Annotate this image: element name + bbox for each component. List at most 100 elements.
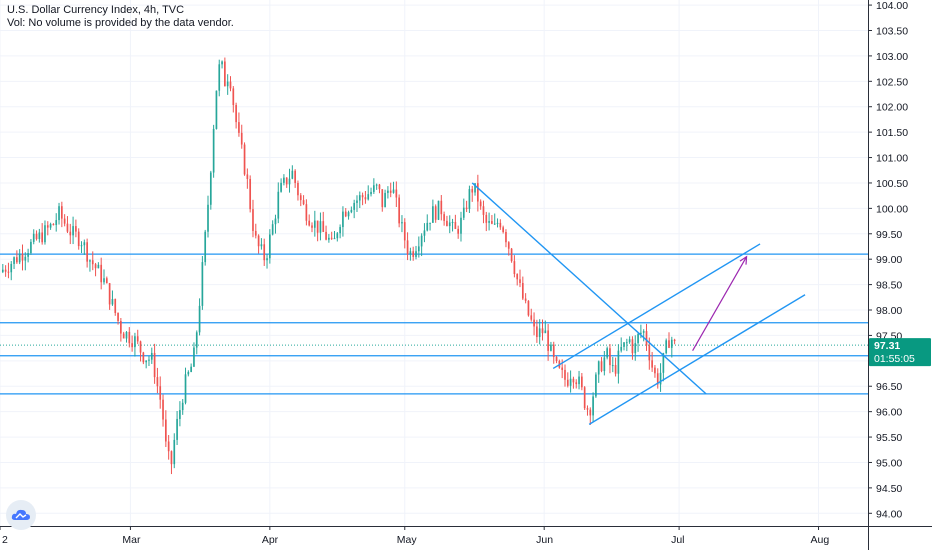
candle-body bbox=[209, 172, 212, 205]
candle-body bbox=[46, 225, 49, 228]
candle-body bbox=[49, 224, 52, 228]
candle-body bbox=[181, 402, 184, 411]
candle-body bbox=[569, 378, 572, 386]
candle-body bbox=[634, 343, 637, 354]
candle-body bbox=[536, 326, 538, 338]
candle-body bbox=[283, 177, 285, 183]
candle-body bbox=[240, 132, 243, 145]
candle-body bbox=[521, 282, 524, 299]
candle-body bbox=[491, 221, 493, 224]
candle-body bbox=[193, 347, 195, 367]
candle-body bbox=[361, 195, 364, 198]
candle-body bbox=[69, 231, 72, 236]
y-tick-label: 95.00 bbox=[876, 457, 902, 469]
candle-body bbox=[530, 315, 533, 320]
candle-body bbox=[80, 245, 83, 247]
candle-body bbox=[642, 331, 645, 333]
candle-body bbox=[114, 299, 117, 313]
candle-body bbox=[519, 279, 521, 283]
candle-body bbox=[167, 441, 170, 452]
candle-body bbox=[339, 227, 341, 234]
y-tick-label: 99.50 bbox=[876, 229, 902, 241]
candle-body bbox=[654, 367, 656, 374]
candle-body bbox=[105, 278, 108, 284]
candle-body bbox=[645, 331, 648, 346]
candle-body bbox=[173, 439, 176, 465]
candle-body bbox=[254, 230, 257, 236]
cloud-icon[interactable] bbox=[6, 500, 36, 530]
candle-body bbox=[44, 225, 46, 243]
x-tick-label: Mar bbox=[122, 534, 141, 546]
candle-body bbox=[583, 387, 586, 409]
candle-body bbox=[297, 182, 299, 196]
candle-body bbox=[299, 195, 302, 201]
candle-body bbox=[628, 339, 631, 343]
candle-body bbox=[485, 214, 488, 223]
trendline bbox=[552, 243, 761, 370]
candle-body bbox=[89, 260, 91, 262]
candle-body bbox=[221, 61, 223, 65]
candle-body bbox=[263, 244, 266, 261]
candle-body bbox=[403, 222, 406, 241]
candle-body bbox=[465, 207, 468, 210]
candle-body bbox=[302, 200, 305, 205]
projection-arrow-head bbox=[739, 255, 748, 265]
candle-body bbox=[7, 271, 10, 273]
candle-body bbox=[505, 232, 507, 243]
candle-body bbox=[325, 231, 327, 240]
candle-body bbox=[482, 206, 485, 215]
candle-body bbox=[333, 238, 336, 240]
candle-body bbox=[285, 177, 288, 185]
candle-body bbox=[617, 350, 620, 374]
price-label-box bbox=[869, 338, 931, 367]
candle-body bbox=[670, 339, 673, 348]
candle-body bbox=[552, 344, 555, 358]
candle-body bbox=[606, 348, 608, 358]
grid bbox=[0, 0, 868, 526]
candle-body bbox=[440, 200, 443, 215]
candle-body bbox=[294, 170, 296, 183]
candle-body bbox=[252, 209, 254, 231]
candle-body bbox=[66, 223, 69, 232]
candle-body bbox=[108, 283, 111, 305]
candle-body bbox=[507, 242, 510, 249]
candle-body bbox=[86, 242, 88, 262]
candle-body bbox=[527, 300, 530, 316]
candle-body bbox=[378, 184, 381, 190]
candle-body bbox=[637, 333, 639, 344]
y-tick-label: 103.50 bbox=[876, 25, 908, 37]
candle-body bbox=[274, 218, 277, 225]
candle-body bbox=[384, 192, 386, 208]
price-axis bbox=[868, 0, 932, 550]
candle-body bbox=[659, 372, 662, 385]
candle-body bbox=[347, 212, 350, 217]
candle-body bbox=[375, 184, 378, 186]
candle-body bbox=[311, 225, 313, 228]
candle-body bbox=[176, 418, 178, 440]
candle-body bbox=[179, 410, 181, 419]
candle-body bbox=[623, 342, 625, 347]
trendlines bbox=[471, 182, 806, 425]
candle-body bbox=[581, 376, 583, 388]
y-tick-label: 101.00 bbox=[876, 153, 908, 165]
candle-body bbox=[322, 221, 325, 232]
candle-body bbox=[162, 399, 164, 420]
candle-body bbox=[426, 222, 429, 231]
candle-body bbox=[190, 366, 192, 372]
candle-body bbox=[358, 195, 361, 201]
candle-body bbox=[291, 170, 294, 179]
candle-body bbox=[566, 379, 569, 386]
candle-body bbox=[232, 88, 235, 106]
candle-body bbox=[499, 222, 502, 228]
candle-body bbox=[148, 359, 150, 361]
candle-body bbox=[249, 178, 252, 210]
candle-body bbox=[120, 321, 122, 334]
candle-body bbox=[471, 189, 474, 193]
trendline bbox=[588, 294, 806, 425]
candle-body bbox=[218, 64, 221, 91]
candle-body bbox=[131, 343, 133, 348]
candle-body bbox=[24, 256, 27, 261]
candle-body bbox=[30, 241, 32, 254]
